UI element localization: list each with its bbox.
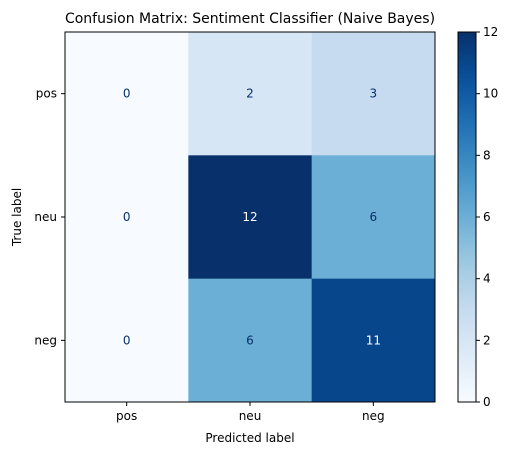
x-tick-label: pos bbox=[116, 409, 137, 423]
cell-value-label: 12 bbox=[242, 210, 257, 224]
y-tick-label: pos bbox=[36, 87, 57, 101]
heatmap-cell bbox=[311, 155, 436, 280]
x-axis-ticks: pos neu neg bbox=[116, 402, 385, 423]
cell-value-label: 0 bbox=[123, 210, 131, 224]
colorbar-tick-label: 0 bbox=[483, 395, 491, 409]
heatmap-cell bbox=[311, 32, 436, 156]
heatmap-cell bbox=[65, 32, 189, 156]
x-tick-label: neu bbox=[239, 409, 262, 423]
heatmap-cell bbox=[311, 278, 436, 403]
heatmap-cell bbox=[65, 278, 189, 403]
cell-value-label: 0 bbox=[123, 87, 131, 101]
colorbar-tick-label: 10 bbox=[483, 87, 498, 101]
heatmap-cells bbox=[65, 32, 436, 403]
x-tick-label: neg bbox=[362, 409, 385, 423]
cell-value-label: 0 bbox=[123, 333, 131, 347]
colorbar-tick-label: 12 bbox=[483, 25, 498, 39]
cell-value-label: 11 bbox=[366, 333, 381, 347]
cell-value-label: 3 bbox=[370, 87, 378, 101]
chart-title: Confusion Matrix: Sentiment Classifier (… bbox=[65, 11, 435, 27]
y-axis-label: True label bbox=[10, 188, 24, 247]
colorbar-ticks: 0 2 4 6 8 10 12 bbox=[476, 25, 498, 409]
colorbar-tick-label: 4 bbox=[483, 272, 491, 286]
colorbar bbox=[457, 31, 477, 403]
heatmap-cell-labels: 0 2 3 0 12 6 0 6 11 bbox=[123, 87, 381, 348]
heatmap-cell bbox=[188, 278, 313, 403]
x-axis-label: Predicted label bbox=[205, 431, 294, 445]
y-axis-ticks: pos neu neg bbox=[34, 87, 65, 347]
y-tick-label: neu bbox=[34, 210, 57, 224]
colorbar-tick-label: 8 bbox=[483, 148, 491, 162]
heatmap-cell bbox=[188, 155, 313, 280]
cell-value-label: 2 bbox=[246, 87, 254, 101]
colorbar-tick-label: 6 bbox=[483, 210, 491, 224]
colorbar-tick-label: 2 bbox=[483, 333, 491, 347]
y-tick-label: neg bbox=[34, 333, 57, 347]
heatmap-cell bbox=[188, 32, 313, 156]
cell-value-label: 6 bbox=[246, 333, 254, 347]
cell-value-label: 6 bbox=[370, 210, 378, 224]
heatmap-cell bbox=[65, 155, 189, 280]
